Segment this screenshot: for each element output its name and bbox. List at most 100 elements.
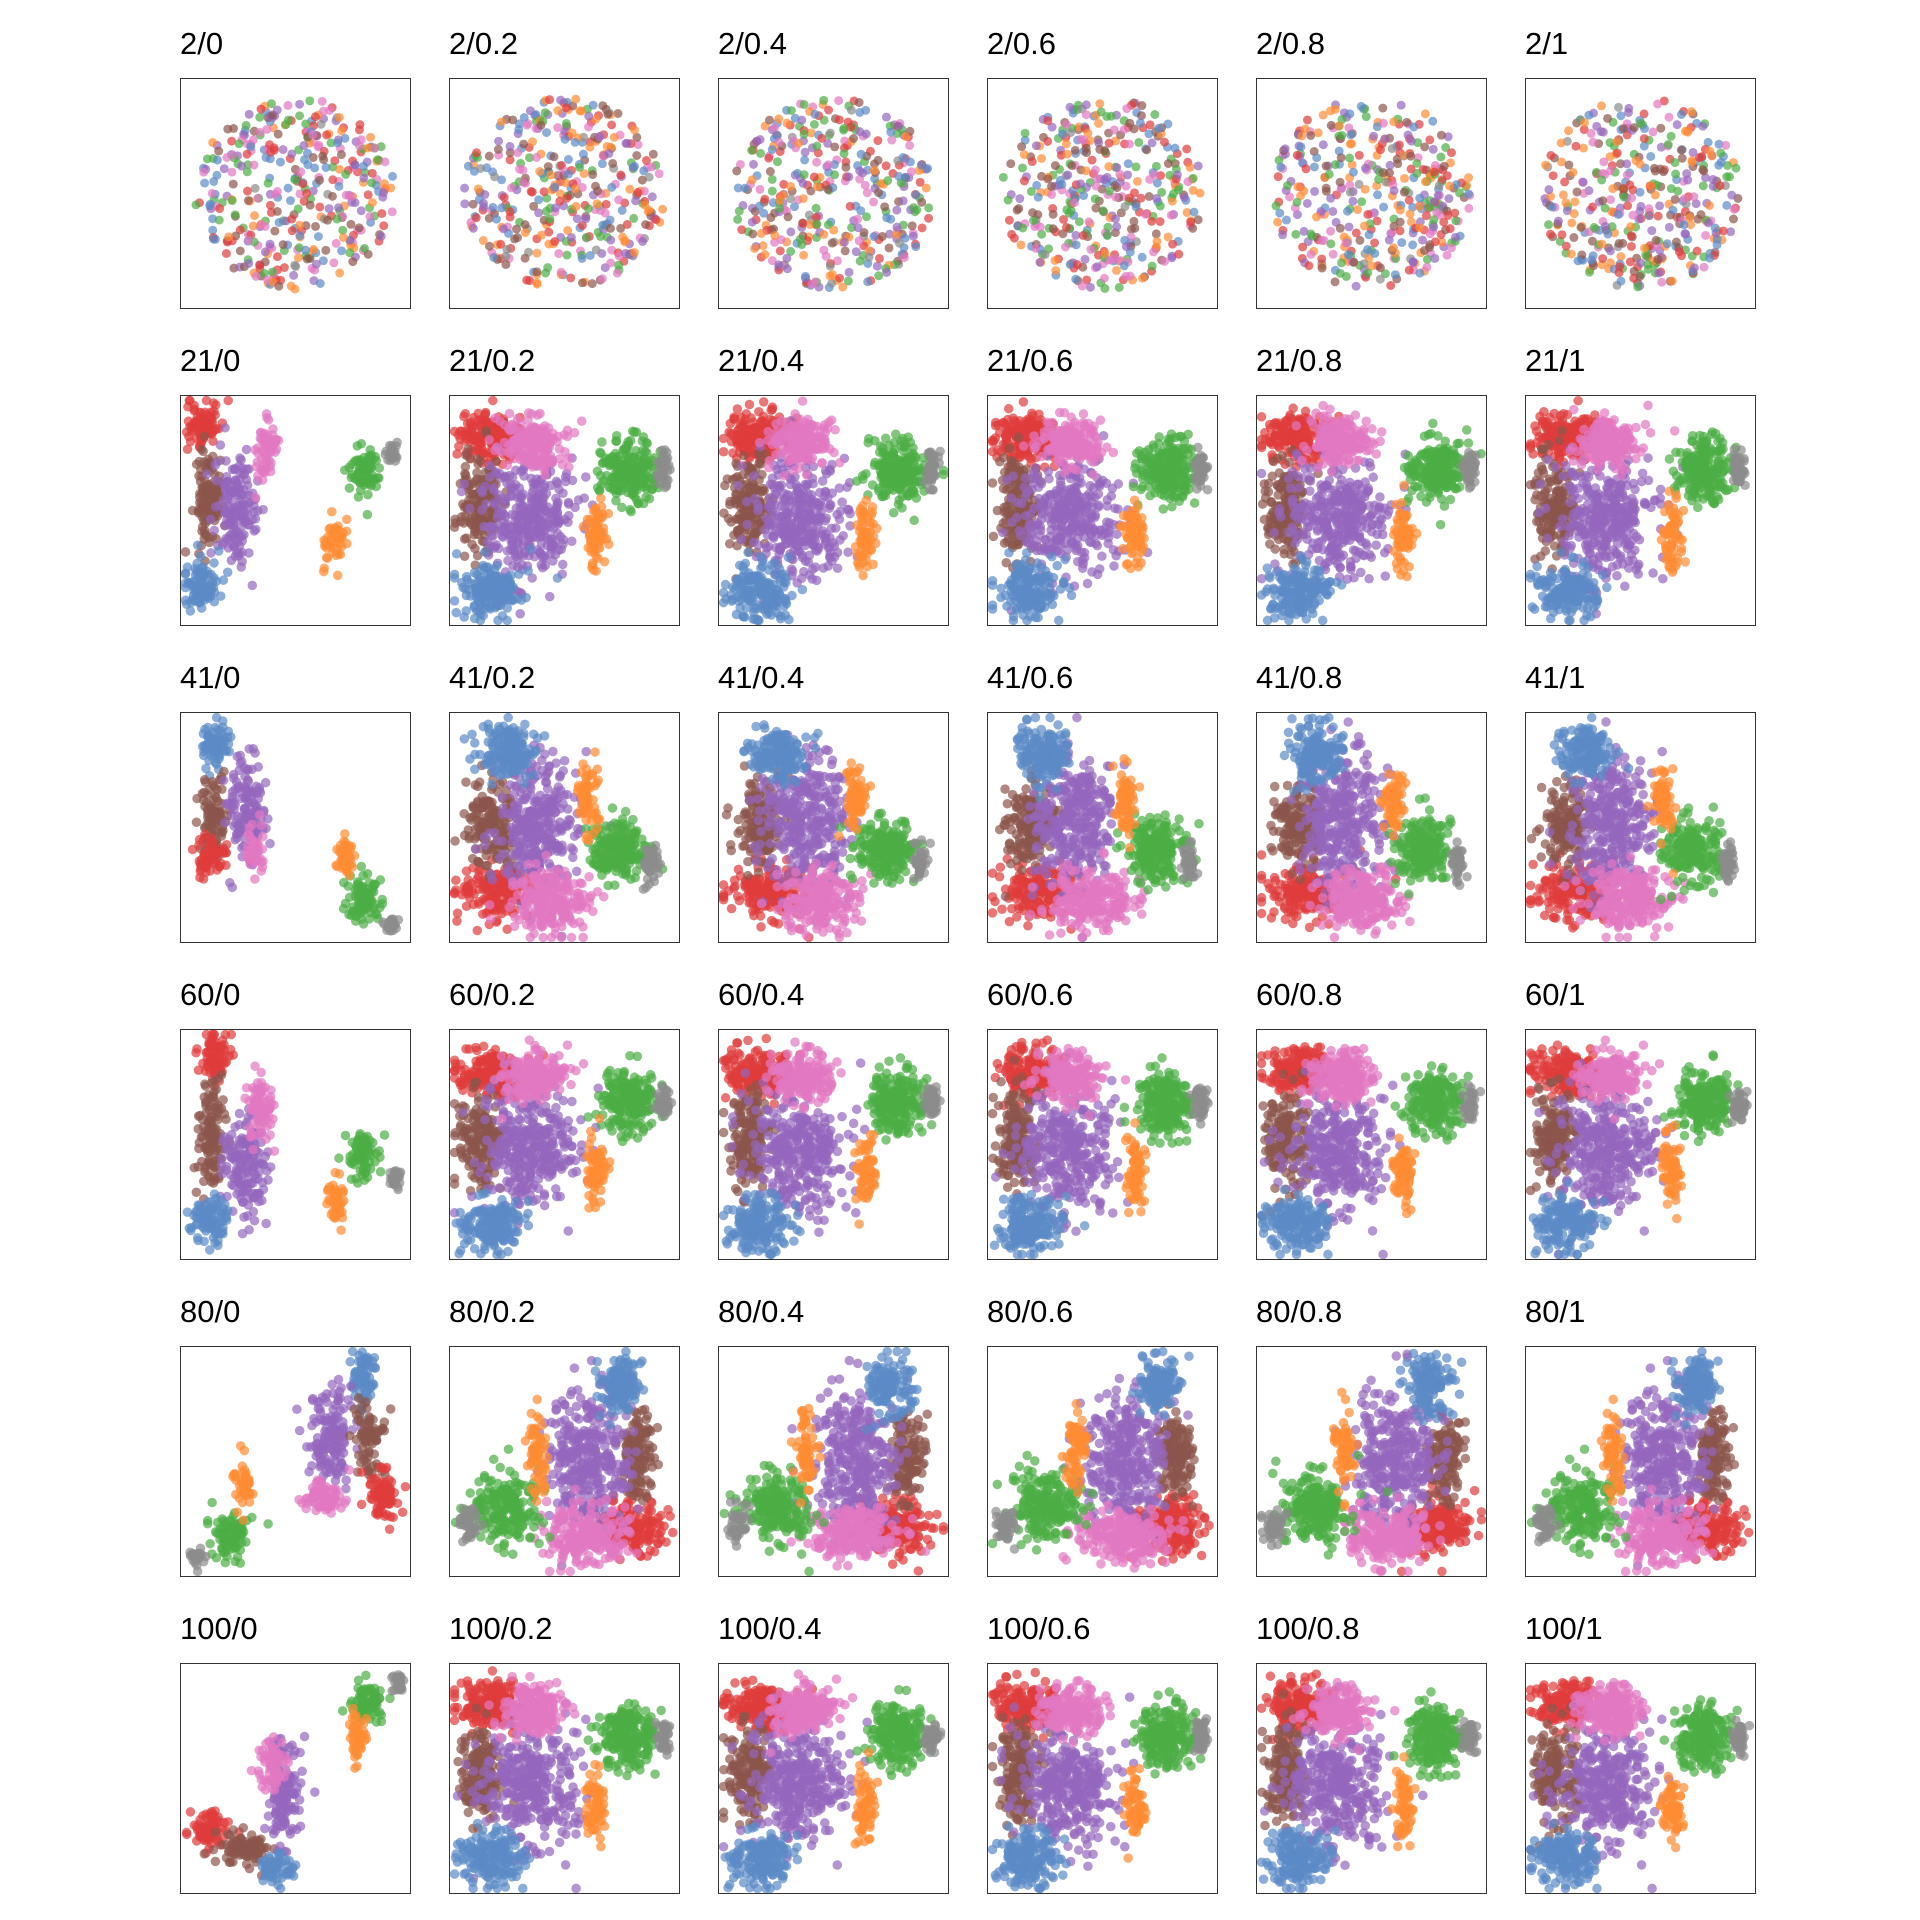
data-point-pink xyxy=(250,492,261,503)
data-point-blue xyxy=(856,149,866,159)
data-point-brown xyxy=(1046,181,1056,191)
data-point-pink xyxy=(633,140,643,150)
data-point-red xyxy=(924,213,934,223)
data-point-brown xyxy=(1572,187,1582,197)
data-point-purple xyxy=(1691,199,1701,209)
data-point-green xyxy=(1292,197,1302,207)
data-point-green xyxy=(562,250,572,260)
data-point-purple xyxy=(1592,121,1602,131)
data-point-green xyxy=(1307,231,1317,241)
data-point-purple xyxy=(247,580,258,591)
data-point-pink xyxy=(387,207,397,217)
data-point-red xyxy=(758,397,769,407)
data-point-red xyxy=(1404,265,1414,275)
data-point-purple xyxy=(1600,222,1610,231)
data-point-purple xyxy=(299,141,309,150)
data-point-green xyxy=(1074,217,1084,227)
data-point-orange xyxy=(1188,185,1198,195)
data-point-orange xyxy=(367,198,377,208)
data-point-purple xyxy=(733,480,743,491)
data-point-red xyxy=(732,404,743,414)
data-point-blue xyxy=(1058,129,1068,139)
data-point-pink xyxy=(380,157,390,167)
data-point-red xyxy=(725,418,736,429)
data-point-purple xyxy=(1167,251,1177,261)
data-point-red xyxy=(744,399,755,410)
data-point-brown xyxy=(529,201,539,211)
data-point-pink xyxy=(1721,140,1731,150)
data-point-green xyxy=(1716,148,1726,158)
data-point-brown xyxy=(732,166,742,176)
data-point-blue xyxy=(1415,268,1425,278)
data-point-orange xyxy=(1464,173,1474,183)
data-point-purple xyxy=(460,183,470,193)
data-point-orange xyxy=(248,221,258,231)
data-point-orange xyxy=(1062,149,1072,159)
data-point-orange xyxy=(1635,159,1645,169)
data-point-purple xyxy=(1408,258,1418,267)
data-point-purple xyxy=(491,467,501,477)
data-point-green xyxy=(611,496,621,506)
data-point-orange xyxy=(1132,176,1142,186)
data-point-green xyxy=(540,108,550,118)
data-point-brown xyxy=(766,213,776,223)
data-point-orange xyxy=(337,126,347,136)
data-point-blue xyxy=(489,252,499,262)
data-point-blue xyxy=(588,100,598,110)
data-point-orange xyxy=(1564,126,1573,136)
data-point-purple xyxy=(631,196,641,206)
data-point-red xyxy=(279,263,289,273)
data-point-green xyxy=(191,200,201,210)
data-point-brown xyxy=(598,101,608,111)
data-point-brown xyxy=(181,547,191,557)
data-point-brown xyxy=(1614,239,1624,248)
data-point-brown xyxy=(319,155,329,165)
data-point-purple xyxy=(819,533,830,543)
data-point-pink xyxy=(1047,190,1057,199)
data-point-orange xyxy=(602,141,612,151)
data-point-green xyxy=(561,118,571,128)
data-point-purple xyxy=(1624,103,1634,113)
data-point-purple xyxy=(1112,163,1122,172)
data-point-orange xyxy=(1051,266,1061,275)
data-point-purple xyxy=(1344,222,1354,232)
data-point-pink xyxy=(612,268,622,278)
data-point-blue xyxy=(1071,274,1081,284)
data-point-red xyxy=(917,223,927,233)
data-point-green xyxy=(633,498,643,509)
data-point-pink xyxy=(1378,118,1388,128)
data-point-green xyxy=(1731,163,1741,173)
data-point-green xyxy=(595,447,605,458)
data-point-brown xyxy=(473,459,483,469)
data-point-green xyxy=(862,212,871,222)
data-point-red xyxy=(1186,217,1196,227)
data-point-blue xyxy=(196,593,207,604)
data-point-red xyxy=(616,170,626,180)
data-point-blue xyxy=(450,596,460,606)
data-point-purple xyxy=(1102,172,1112,182)
data-point-pink xyxy=(562,431,573,442)
data-point-green xyxy=(1018,223,1028,233)
data-point-purple xyxy=(558,534,569,545)
data-point-red xyxy=(310,112,320,122)
data-point-red xyxy=(566,273,576,283)
data-point-blue xyxy=(1152,178,1162,188)
data-point-blue xyxy=(1144,129,1154,139)
data-point-red xyxy=(915,177,925,187)
data-point-red xyxy=(1043,136,1053,146)
data-point-purple xyxy=(782,253,792,263)
data-point-green xyxy=(998,172,1008,182)
data-point-red xyxy=(1104,138,1114,148)
data-point-blue xyxy=(486,593,496,604)
data-point-purple xyxy=(540,551,550,561)
data-point-pink xyxy=(1599,157,1609,167)
data-point-red xyxy=(1145,120,1155,130)
data-point-pink xyxy=(1092,174,1102,184)
data-point-purple xyxy=(784,532,795,542)
data-point-purple xyxy=(489,497,500,508)
data-point-orange xyxy=(1330,104,1340,114)
data-point-brown xyxy=(472,467,482,478)
data-point-pink xyxy=(365,211,375,221)
data-point-green xyxy=(623,472,634,482)
data-point-brown xyxy=(1656,123,1666,133)
